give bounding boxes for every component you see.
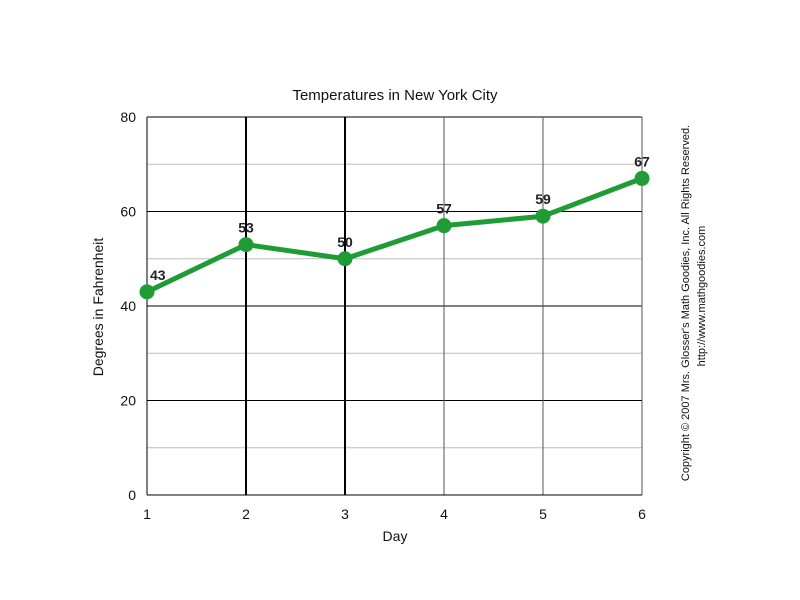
- x-tick-label: 2: [242, 506, 250, 522]
- copyright-url: http://www.mathgoodies.com: [696, 226, 708, 367]
- y-tick-label: 20: [120, 393, 136, 409]
- y-tick-label: 40: [120, 298, 136, 314]
- series-line: [144, 175, 645, 295]
- data-label: 50: [337, 234, 353, 250]
- data-point: [139, 284, 155, 300]
- x-axis-label: Day: [383, 528, 408, 544]
- data-label: 43: [150, 267, 166, 283]
- axes: 0 20 40 60 80 1 2 3 4 5 6: [120, 109, 646, 522]
- data-point: [436, 218, 452, 234]
- data-label: 57: [436, 201, 452, 217]
- data-label: 59: [535, 191, 551, 207]
- data-label: 67: [634, 153, 650, 169]
- y-tick-label: 80: [120, 109, 136, 125]
- y-axis-label: Degrees in Fahrenheit: [90, 238, 106, 377]
- copyright-text: Copyright © 2007 Mrs. Glosser's Math Goo…: [680, 125, 692, 481]
- data-point: [337, 251, 353, 267]
- series-layer: [139, 170, 650, 300]
- y-tick-label: 60: [120, 204, 136, 220]
- y-tick-label: 0: [128, 487, 136, 503]
- data-label: 53: [238, 220, 254, 236]
- data-point: [238, 237, 254, 253]
- x-tick-label: 5: [539, 506, 547, 522]
- x-tick-label: 3: [341, 506, 349, 522]
- data-point: [535, 208, 551, 224]
- data-point: [634, 170, 650, 186]
- chart-title: Temperatures in New York City: [292, 87, 498, 104]
- x-tick-label: 6: [638, 506, 646, 522]
- data-labels: 43 53 50 57 59 67: [150, 153, 650, 282]
- x-tick-label: 4: [440, 506, 448, 522]
- grid: [146, 116, 643, 496]
- x-tick-label: 1: [143, 506, 151, 522]
